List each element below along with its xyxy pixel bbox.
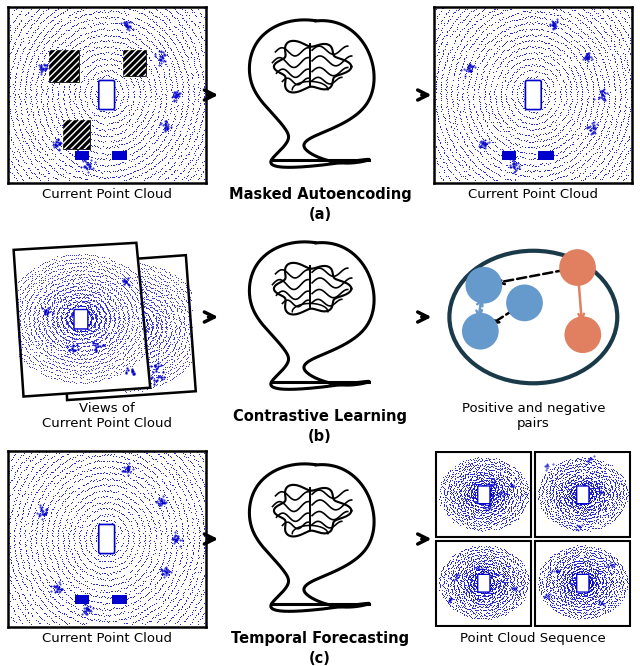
Text: Current Point Cloud: Current Point Cloud bbox=[42, 188, 172, 200]
Text: (b): (b) bbox=[308, 429, 332, 444]
Bar bbox=[535, 541, 630, 625]
Text: (a): (a) bbox=[308, 206, 332, 222]
Bar bbox=[75, 151, 89, 160]
Text: Contrastive Learning: Contrastive Learning bbox=[233, 409, 407, 424]
Bar bbox=[63, 120, 90, 149]
Text: Temporal Forecasting: Temporal Forecasting bbox=[231, 631, 409, 646]
FancyBboxPatch shape bbox=[74, 310, 88, 329]
Bar bbox=[111, 595, 127, 603]
FancyBboxPatch shape bbox=[99, 81, 115, 110]
Bar bbox=[75, 595, 89, 603]
Text: Current Point Cloud: Current Point Cloud bbox=[468, 188, 598, 200]
FancyBboxPatch shape bbox=[525, 81, 541, 110]
FancyBboxPatch shape bbox=[477, 486, 490, 503]
FancyBboxPatch shape bbox=[477, 574, 490, 592]
Point bbox=[479, 280, 489, 290]
Point bbox=[572, 262, 582, 273]
Text: (c): (c) bbox=[309, 651, 331, 666]
Text: Positive and negative
pairs: Positive and negative pairs bbox=[461, 402, 605, 430]
Text: Views of
Current Point Cloud: Views of Current Point Cloud bbox=[42, 402, 172, 430]
Point bbox=[520, 298, 530, 308]
FancyBboxPatch shape bbox=[577, 486, 589, 503]
FancyBboxPatch shape bbox=[577, 574, 589, 592]
Text: Point Cloud Sequence: Point Cloud Sequence bbox=[460, 631, 606, 645]
Polygon shape bbox=[13, 243, 150, 396]
Bar bbox=[49, 50, 79, 82]
Bar bbox=[502, 151, 515, 160]
Bar bbox=[436, 452, 531, 537]
Polygon shape bbox=[63, 255, 196, 400]
Bar bbox=[436, 541, 531, 625]
Bar bbox=[122, 50, 147, 76]
Bar bbox=[122, 50, 147, 76]
Bar bbox=[49, 50, 79, 82]
Bar bbox=[538, 151, 554, 160]
Text: Current Point Cloud: Current Point Cloud bbox=[42, 631, 172, 645]
Point bbox=[475, 326, 485, 336]
Text: Masked Autoencoding: Masked Autoencoding bbox=[228, 186, 412, 202]
Bar bbox=[535, 452, 630, 537]
Bar bbox=[63, 120, 90, 149]
Point bbox=[578, 330, 588, 340]
FancyBboxPatch shape bbox=[99, 524, 115, 553]
Bar bbox=[111, 151, 127, 160]
FancyBboxPatch shape bbox=[121, 318, 135, 338]
